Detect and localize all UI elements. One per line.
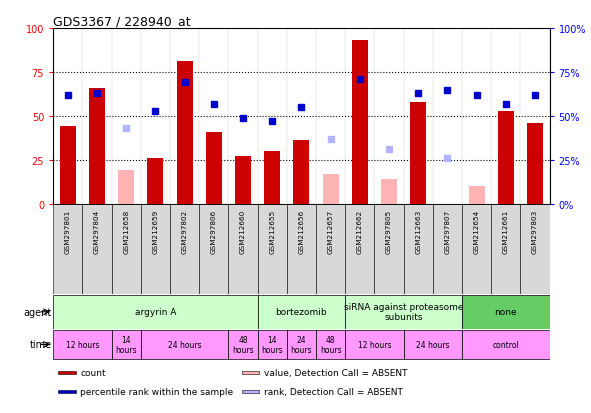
Bar — [147, 159, 164, 204]
Text: GSM297806: GSM297806 — [211, 209, 217, 253]
Bar — [287, 330, 316, 359]
Bar — [89, 88, 105, 204]
Bar — [352, 41, 368, 204]
Text: 48
hours: 48 hours — [320, 335, 342, 354]
Text: rank, Detection Call = ABSENT: rank, Detection Call = ABSENT — [264, 387, 403, 396]
Bar — [242, 371, 259, 374]
Bar — [258, 330, 287, 359]
Text: percentile rank within the sample: percentile rank within the sample — [80, 387, 233, 396]
Bar — [141, 330, 228, 359]
Bar — [469, 187, 485, 204]
Text: GSM212654: GSM212654 — [473, 209, 480, 253]
Bar — [404, 330, 462, 359]
Text: 12 hours: 12 hours — [66, 340, 99, 349]
Text: bortezomib: bortezomib — [275, 308, 327, 316]
Bar — [375, 204, 404, 294]
Bar — [228, 204, 258, 294]
Bar — [242, 389, 259, 393]
Text: GSM212658: GSM212658 — [123, 209, 129, 253]
Bar — [60, 127, 76, 204]
Text: time: time — [30, 339, 52, 349]
Bar — [118, 171, 134, 204]
Text: 24 hours: 24 hours — [168, 340, 202, 349]
Text: GSM212661: GSM212661 — [503, 209, 509, 253]
Text: GSM212663: GSM212663 — [415, 209, 421, 253]
Text: GSM212659: GSM212659 — [152, 209, 158, 253]
Bar — [58, 389, 76, 393]
Text: count: count — [80, 368, 106, 377]
Bar — [491, 204, 521, 294]
Text: GSM212660: GSM212660 — [240, 209, 246, 253]
Text: 24
hours: 24 hours — [291, 335, 312, 354]
Bar — [82, 204, 112, 294]
Text: 12 hours: 12 hours — [358, 340, 391, 349]
Bar — [235, 157, 251, 204]
Text: GSM297802: GSM297802 — [181, 209, 187, 253]
Bar — [112, 330, 141, 359]
Bar — [410, 102, 426, 204]
Bar — [345, 295, 462, 329]
Text: none: none — [495, 308, 517, 316]
Bar — [462, 295, 550, 329]
Bar — [206, 133, 222, 204]
Bar — [521, 204, 550, 294]
Text: 48
hours: 48 hours — [232, 335, 254, 354]
Text: value, Detection Call = ABSENT: value, Detection Call = ABSENT — [264, 368, 408, 377]
Bar — [462, 204, 491, 294]
Bar — [53, 204, 82, 294]
Bar — [527, 123, 543, 204]
Text: 14
hours: 14 hours — [261, 335, 283, 354]
Text: GSM212655: GSM212655 — [269, 209, 275, 253]
Text: control: control — [492, 340, 519, 349]
Bar — [345, 330, 404, 359]
Bar — [177, 62, 193, 204]
Bar — [293, 141, 310, 204]
Text: GSM212656: GSM212656 — [298, 209, 304, 253]
Bar — [258, 295, 345, 329]
Bar — [462, 330, 550, 359]
Text: GSM212657: GSM212657 — [327, 209, 333, 253]
Text: GSM297805: GSM297805 — [386, 209, 392, 253]
Bar — [323, 174, 339, 204]
Text: agent: agent — [24, 307, 52, 317]
Bar — [404, 204, 433, 294]
Text: argyrin A: argyrin A — [135, 308, 176, 316]
Text: GSM212662: GSM212662 — [357, 209, 363, 253]
Bar — [112, 204, 141, 294]
Bar — [287, 204, 316, 294]
Bar — [53, 295, 258, 329]
Text: siRNA against proteasome
subunits: siRNA against proteasome subunits — [344, 302, 463, 322]
Bar — [199, 204, 228, 294]
Text: 24 hours: 24 hours — [416, 340, 450, 349]
Bar — [141, 204, 170, 294]
Text: GSM297803: GSM297803 — [532, 209, 538, 253]
Text: GSM297801: GSM297801 — [65, 209, 71, 253]
Bar — [433, 204, 462, 294]
Bar — [58, 371, 76, 374]
Bar — [170, 204, 199, 294]
Bar — [345, 204, 375, 294]
Bar — [316, 330, 345, 359]
Text: GSM297804: GSM297804 — [94, 209, 100, 253]
Bar — [264, 152, 280, 204]
Bar — [258, 204, 287, 294]
Text: 14
hours: 14 hours — [115, 335, 137, 354]
Bar — [316, 204, 345, 294]
Text: GSM297807: GSM297807 — [444, 209, 450, 253]
Bar — [498, 112, 514, 204]
Bar — [228, 330, 258, 359]
Bar — [381, 180, 397, 204]
Text: GDS3367 / 228940_at: GDS3367 / 228940_at — [53, 15, 191, 28]
Bar — [53, 330, 112, 359]
